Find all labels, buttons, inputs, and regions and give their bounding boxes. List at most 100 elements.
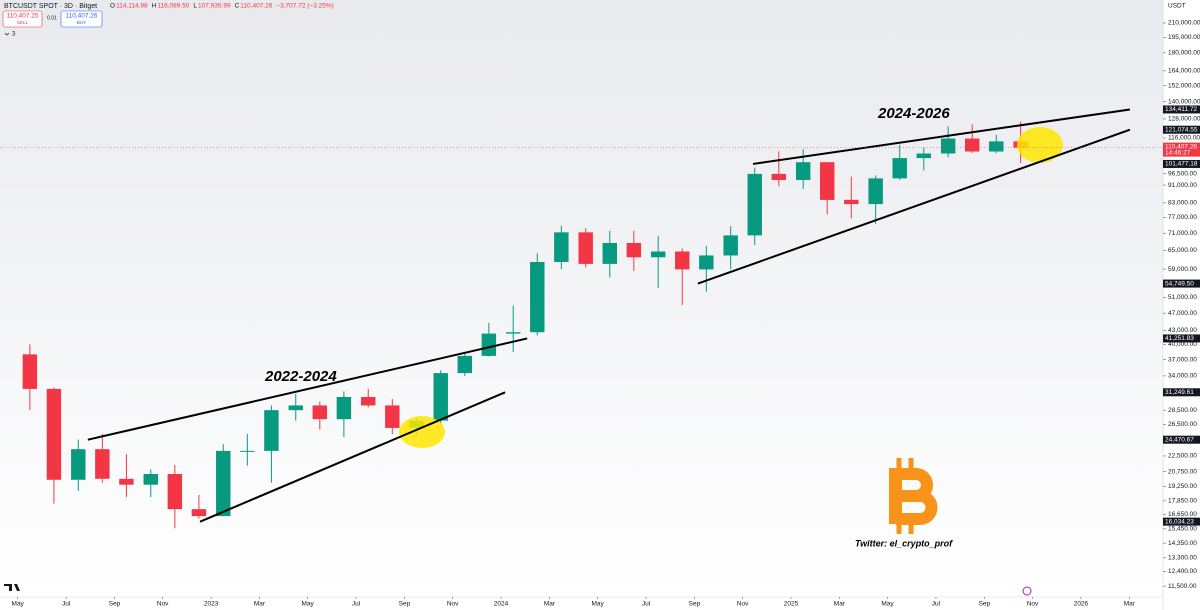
x-tick-label: May <box>881 601 894 608</box>
sell-label[interactable]: SELL <box>17 20 29 25</box>
y-tick-label: 12,400.00 <box>1168 568 1197 575</box>
lot-size: 0.01 <box>47 15 57 21</box>
last-price-label: 110,407.26 <box>1165 143 1197 150</box>
highlight-circle <box>1017 127 1063 163</box>
logo-bowls <box>896 468 938 525</box>
x-tick-label: 2024 <box>494 601 509 608</box>
logo-strokes <box>896 458 914 534</box>
y-tick-label: 128,000.00 <box>1168 116 1200 123</box>
y-tick-label: 96,500.00 <box>1168 170 1197 177</box>
y-tick-label: 37,000.00 <box>1168 356 1197 363</box>
candle-body <box>844 199 859 205</box>
price-tag-label: 24,470.67 <box>1165 436 1194 443</box>
indicator-count[interactable]: 3 <box>12 32 16 38</box>
bitcoin-logo <box>889 458 938 534</box>
annotation: 2022-2024 <box>264 368 337 385</box>
candle-body <box>22 354 38 389</box>
candle-body <box>723 235 738 256</box>
y-tick-label: 26,500.00 <box>1168 421 1197 428</box>
y-tick-label: 17,850.00 <box>1168 498 1197 505</box>
y-tick-label: 13,300.00 <box>1168 555 1197 562</box>
x-tick-label: 2026 <box>1074 601 1089 608</box>
price-tag <box>1163 125 1200 134</box>
buy-button[interactable] <box>60 10 103 28</box>
trendline <box>752 108 1131 165</box>
candle-body <box>820 162 835 200</box>
y-tick-label: 47,000.00 <box>1168 310 1197 317</box>
y-tick-label: 195,000.00 <box>1168 34 1200 41</box>
price-tag <box>1163 105 1200 114</box>
candle-body <box>288 405 303 411</box>
tradingview-logo <box>4 584 20 591</box>
x-tick-label: May <box>301 601 314 608</box>
x-tick-label: Mar <box>1124 601 1136 608</box>
collapse-icon[interactable] <box>4 32 10 36</box>
y-tick-label: 210,000.00 <box>1168 20 1200 27</box>
ohlc-header: O 114,114.98 H 116,089.50 L 107,935.99 C 110,40… <box>110 3 334 10</box>
candle-body <box>71 449 86 480</box>
candle-body <box>216 450 231 517</box>
x-tick-label: Nov <box>157 601 169 608</box>
x-tick-label: Sep <box>399 601 411 608</box>
y-tick-label: 28,500.00 <box>1168 407 1197 414</box>
y-tick-label: 34,000.00 <box>1168 373 1197 380</box>
y-tick-label: 19,250.00 <box>1168 483 1197 490</box>
price-tag-label: 41,251.83 <box>1165 335 1194 342</box>
time-axis-background <box>0 597 1163 610</box>
y-tick-label: 59,000.00 <box>1168 266 1197 273</box>
ohlc-value: 107,935.99 <box>198 3 231 10</box>
sell-price[interactable]: 110,407.25 <box>6 13 38 20</box>
candle-body <box>433 373 448 421</box>
candle-body <box>602 242 617 264</box>
highlight-circle <box>399 416 445 448</box>
price-tag-label: 54,749.50 <box>1165 280 1194 287</box>
x-tick-label: Nov <box>737 601 749 608</box>
annotation: 2024-2026 <box>877 105 950 122</box>
candle-body <box>46 388 62 480</box>
candle-body <box>385 405 400 428</box>
x-tick-label: Nov <box>447 601 459 608</box>
y-tick-label: 20,750.00 <box>1168 468 1197 475</box>
price-tag <box>1163 279 1200 288</box>
trendline <box>697 128 1131 285</box>
x-tick-label: Mar <box>544 601 556 608</box>
currency[interactable]: USDT <box>1168 3 1186 10</box>
candle-body <box>868 178 883 205</box>
y-tick-label: 51,000.00 <box>1168 294 1197 301</box>
candle-body <box>167 474 183 510</box>
candle-body <box>119 478 134 485</box>
y-tick-label: 65,000.00 <box>1168 247 1197 254</box>
sell-button[interactable] <box>2 10 43 28</box>
candle-body <box>747 173 762 236</box>
y-tick-label: 180,000.00 <box>1168 50 1200 57</box>
trendline <box>199 391 506 523</box>
y-tick-label: 43,000.00 <box>1168 327 1197 334</box>
price-tag-label: 134,411.72 <box>1165 106 1197 113</box>
y-tick-label: 164,000.00 <box>1168 68 1200 75</box>
candle-body <box>771 173 787 181</box>
ohlc-value: −3,707.72 (−3.25%) <box>276 3 333 10</box>
x-tick-label: May <box>591 601 604 608</box>
buy-price[interactable]: 110,407.26 <box>65 13 97 20</box>
candle-body <box>361 396 376 406</box>
ohlc-value: 110,407.26 <box>240 3 272 10</box>
y-tick-label: 40,000.00 <box>1168 341 1197 348</box>
y-tick-label: 91,000.00 <box>1168 182 1197 189</box>
buy-label[interactable]: BUY <box>77 20 86 25</box>
price-tag <box>1163 517 1200 526</box>
x-tick-label: Jul <box>62 601 71 608</box>
candle-body <box>505 332 521 334</box>
price-tag-label: 16,034.23 <box>1165 518 1194 525</box>
y-tick-label: 116,000.00 <box>1168 135 1200 142</box>
price-axis-background <box>1163 0 1200 610</box>
y-tick-label: 11,500.00 <box>1168 583 1197 590</box>
candles <box>22 121 1028 529</box>
candle-body <box>457 355 473 374</box>
ohlc-value: O <box>110 3 115 10</box>
ohlc-value: C <box>235 3 240 10</box>
candle-body <box>312 405 328 420</box>
y-tick-label: 83,000.00 <box>1168 200 1197 207</box>
x-tick-label: Mar <box>834 601 846 608</box>
candle-body <box>699 255 714 270</box>
